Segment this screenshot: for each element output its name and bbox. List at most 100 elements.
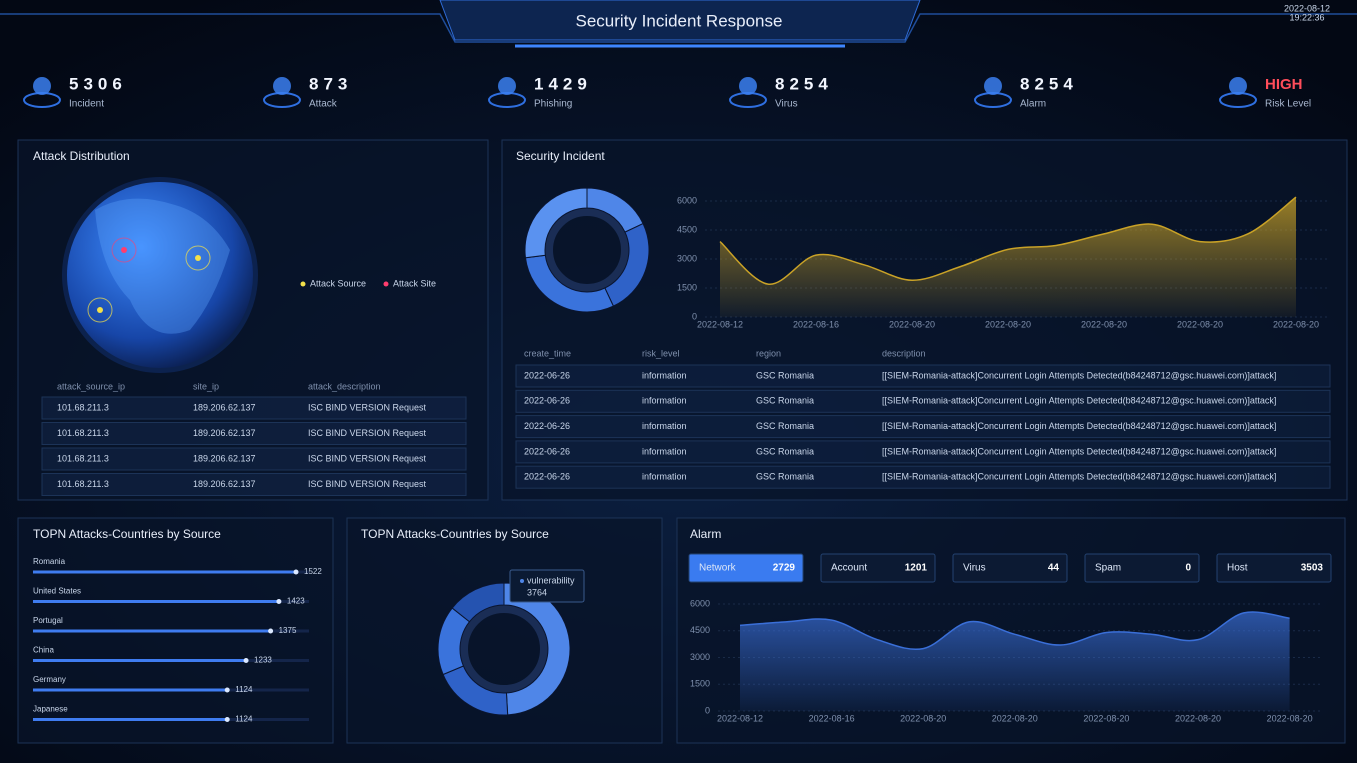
bar [33, 688, 228, 692]
text: ISC BIND VERSION Request [308, 402, 427, 412]
legend-dot [383, 281, 389, 287]
text: 3764 [527, 587, 547, 597]
bar [33, 570, 296, 574]
text: 2022-08-20 [1177, 319, 1223, 329]
stat-label: Virus [775, 99, 798, 110]
text: 4500 [690, 625, 710, 635]
stat-icon [273, 77, 291, 95]
text: 2022-08-12 [697, 319, 743, 329]
table-row [515, 465, 1331, 489]
text: create_time [524, 348, 571, 358]
text: [[SIEM-Romania-attack]Concurrent Login A… [882, 472, 1276, 482]
stat-label: Incident [69, 99, 104, 110]
donut-segment [451, 582, 505, 623]
stat-label: Attack [309, 99, 338, 110]
text: 1423 [287, 597, 305, 606]
text: [[SIEM-Romania-attack]Concurrent Login A… [882, 396, 1276, 406]
table-row [515, 389, 1331, 413]
stat-value: 1429 [534, 74, 592, 93]
text: Portugal [33, 616, 63, 625]
text: [[SIEM-Romania-attack]Concurrent Login A… [882, 446, 1276, 456]
stat-value: HIGH [1265, 76, 1303, 93]
text: region [756, 348, 781, 358]
text: 1201 [905, 563, 928, 574]
table-row [41, 473, 467, 496]
continent [95, 198, 230, 334]
text: 3000 [690, 652, 710, 662]
text: Network [699, 563, 737, 574]
text: information [642, 446, 687, 456]
text: TOPN Attacks-Countries by Source [361, 527, 549, 541]
text: 101.68.211.3 [57, 453, 109, 463]
legend-dot [300, 281, 306, 287]
stat-value: 8254 [1020, 74, 1078, 93]
text: Romania [33, 557, 66, 566]
table-row [41, 447, 467, 471]
text: Japanese [33, 705, 68, 714]
bar [33, 659, 247, 662]
donut-track [545, 208, 629, 292]
text: 6000 [690, 598, 710, 608]
tab [1084, 553, 1200, 583]
bar [33, 629, 271, 633]
text: Germany [33, 675, 66, 684]
text: GSC Romania [756, 370, 814, 380]
text: 101.68.211.3 [57, 428, 109, 438]
text: 1522 [304, 567, 322, 576]
stat-label: Risk Level [1265, 99, 1311, 110]
stat-icon [1229, 77, 1247, 95]
text: 2729 [773, 563, 796, 574]
text: 2022-08-20 [1175, 713, 1221, 723]
area [740, 612, 1290, 711]
bar-end [268, 628, 274, 634]
donut-track [460, 605, 548, 693]
globe-body [67, 182, 253, 368]
text: ISC BIND VERSION Request [308, 479, 427, 489]
tooltip-dot [520, 579, 524, 583]
site-marker [111, 237, 137, 263]
stat-label: Phishing [534, 99, 572, 110]
text: Alarm [690, 527, 721, 541]
legend-label: Attack Site [393, 278, 436, 288]
stat-value: 5306 [69, 74, 127, 93]
text: 0 [1185, 563, 1191, 574]
bar [33, 600, 279, 603]
text: 189.206.62.137 [193, 479, 256, 489]
bar-end [276, 599, 282, 604]
text: 1500 [677, 282, 697, 292]
text: 2022-06-26 [524, 370, 570, 380]
source-marker [97, 307, 103, 313]
text: vulnerability [527, 575, 575, 585]
source-marker [195, 255, 201, 261]
donut-segment [503, 582, 571, 716]
text: 1124 [235, 715, 253, 724]
text: attack_source_ip [57, 381, 125, 391]
text: 2022-06-26 [524, 472, 570, 482]
text: 2022-08-20 [1267, 713, 1313, 723]
text: Account [831, 563, 867, 574]
bar-end [224, 717, 230, 722]
text: 0 [692, 311, 697, 321]
text: 1375 [279, 626, 297, 635]
text: GSC Romania [756, 396, 814, 406]
text: 2022-06-26 [524, 446, 570, 456]
text: 0 [705, 705, 710, 715]
table-row [515, 415, 1331, 439]
table-row [41, 422, 467, 445]
bar-end [293, 569, 299, 575]
source-marker [87, 297, 113, 323]
text: 189.206.62.137 [193, 453, 256, 463]
text: 101.68.211.3 [57, 402, 109, 412]
text: 2022-06-26 [524, 396, 570, 406]
text: 2022-08-20 [1273, 319, 1319, 329]
text: [[SIEM-Romania-attack]Concurrent Login A… [882, 421, 1276, 431]
text: attack_description [308, 381, 381, 391]
text: TOPN Attacks-Countries by Source [33, 527, 221, 541]
area [720, 197, 1296, 317]
site-marker [121, 247, 127, 253]
legend-label: Attack Source [310, 278, 366, 288]
header-plate [439, 0, 921, 41]
text: 2022-08-12 [717, 713, 763, 723]
text: 2022-08-20 [1081, 319, 1127, 329]
